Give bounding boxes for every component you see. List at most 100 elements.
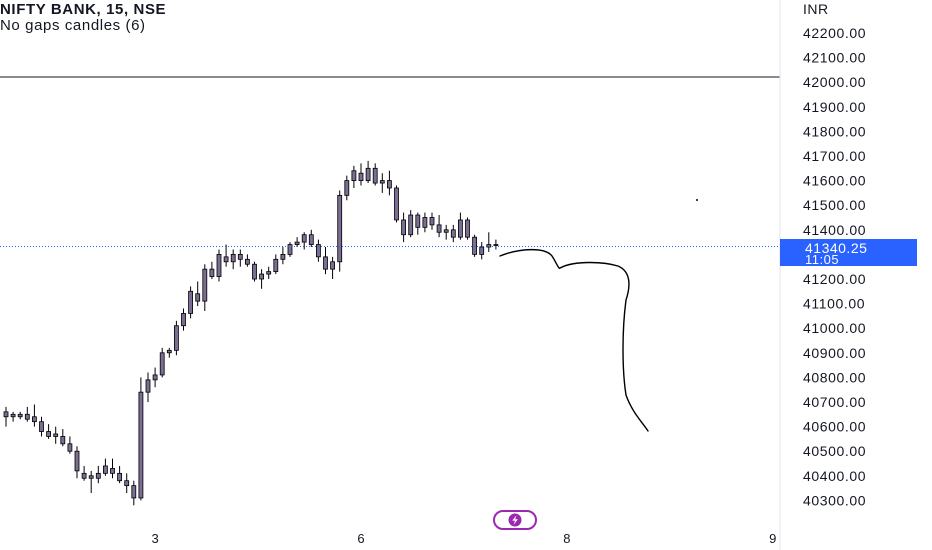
candle-body (117, 472, 122, 482)
candle (10, 411, 16, 422)
candle-body (74, 450, 80, 472)
candle-body (252, 263, 257, 280)
candle (308, 229, 314, 248)
candle (88, 470, 94, 494)
x-tick-label: 9 (769, 531, 776, 546)
candle (110, 458, 115, 479)
price-tick-label: 41400.00 (803, 222, 866, 238)
candle-body (95, 472, 101, 479)
candle (3, 406, 9, 427)
candle (315, 239, 321, 262)
price-tick-label: 42000.00 (803, 74, 866, 90)
candle-body (173, 325, 179, 351)
candle-body (443, 229, 449, 233)
price-tick-label: 40300.00 (803, 492, 866, 508)
freehand-drawing[interactable] (499, 248, 649, 432)
candle-body (181, 313, 186, 327)
candle (429, 212, 435, 230)
candle (386, 170, 392, 196)
candle-body (450, 229, 456, 238)
price-tick-label: 41800.00 (803, 123, 866, 139)
candle (117, 465, 122, 484)
symbol-title[interactable]: NIFTY BANK, 15, NSE (0, 1, 167, 18)
candle (131, 480, 137, 506)
drawing-dot (696, 199, 698, 201)
candle-body (479, 246, 485, 255)
candle (379, 173, 385, 193)
price-tick-label: 41200.00 (803, 271, 866, 287)
candle (422, 212, 428, 233)
candle (17, 411, 23, 420)
price-tick-label: 41500.00 (803, 197, 866, 213)
candle (67, 436, 73, 454)
candle-body (223, 256, 229, 263)
candle (301, 232, 307, 250)
candle-body (188, 290, 194, 314)
candle-body (465, 219, 470, 238)
candle (472, 234, 478, 257)
candle-body (166, 349, 172, 354)
candle-body (39, 421, 44, 432)
candle (436, 215, 442, 238)
candle (216, 249, 222, 282)
candle (81, 465, 87, 481)
indicator-label[interactable]: No gaps candles (6) (0, 17, 146, 34)
price-tick-label: 40600.00 (803, 419, 866, 435)
candle-body (486, 244, 492, 248)
candle-body (315, 244, 321, 258)
candle-body (81, 472, 87, 479)
candle (479, 242, 485, 260)
candle (408, 210, 414, 238)
candle-body (17, 413, 23, 418)
x-tick-label: 8 (563, 531, 570, 546)
candle (39, 416, 44, 437)
candle-body (401, 219, 407, 236)
candle-body (323, 256, 328, 270)
candle (365, 160, 371, 184)
candle (266, 266, 272, 279)
candle-body (493, 244, 499, 246)
candle-body (337, 194, 343, 263)
chart-legend: NIFTY BANK, 15, NSE No gaps candles (6) (0, 2, 166, 34)
candle-body (379, 180, 385, 184)
candle (457, 212, 463, 240)
candle-body (202, 268, 208, 302)
candle (181, 308, 186, 331)
candle-body (103, 465, 108, 474)
candle-body (436, 224, 442, 233)
bolt-badge-button[interactable] (493, 510, 537, 530)
candle-body (237, 253, 243, 260)
candle-body (330, 261, 336, 270)
candle-body (195, 293, 201, 302)
candle (173, 320, 179, 356)
candle (486, 232, 492, 252)
candle (358, 163, 364, 186)
candle-body (308, 234, 314, 245)
candle-body (10, 413, 16, 418)
x-tick-label: 6 (357, 531, 364, 546)
price-tick-label: 42200.00 (803, 25, 866, 41)
candle-body (344, 180, 350, 196)
candle (280, 247, 286, 265)
candle (323, 247, 328, 275)
candle-body (386, 180, 392, 189)
candle-body (60, 436, 66, 445)
candle-body (266, 271, 272, 275)
candle-body (88, 475, 94, 479)
candle-body (351, 170, 357, 181)
candle-body (138, 391, 144, 499)
candle-body (145, 379, 151, 393)
candle (103, 458, 108, 476)
candle (330, 256, 336, 279)
candle (450, 224, 456, 243)
candle-body (287, 244, 293, 255)
candle-body (244, 258, 250, 265)
candle-body (152, 374, 158, 381)
candle (124, 473, 130, 494)
candle (202, 264, 208, 311)
candle (60, 429, 66, 447)
candle (237, 249, 243, 267)
candle (209, 261, 215, 279)
